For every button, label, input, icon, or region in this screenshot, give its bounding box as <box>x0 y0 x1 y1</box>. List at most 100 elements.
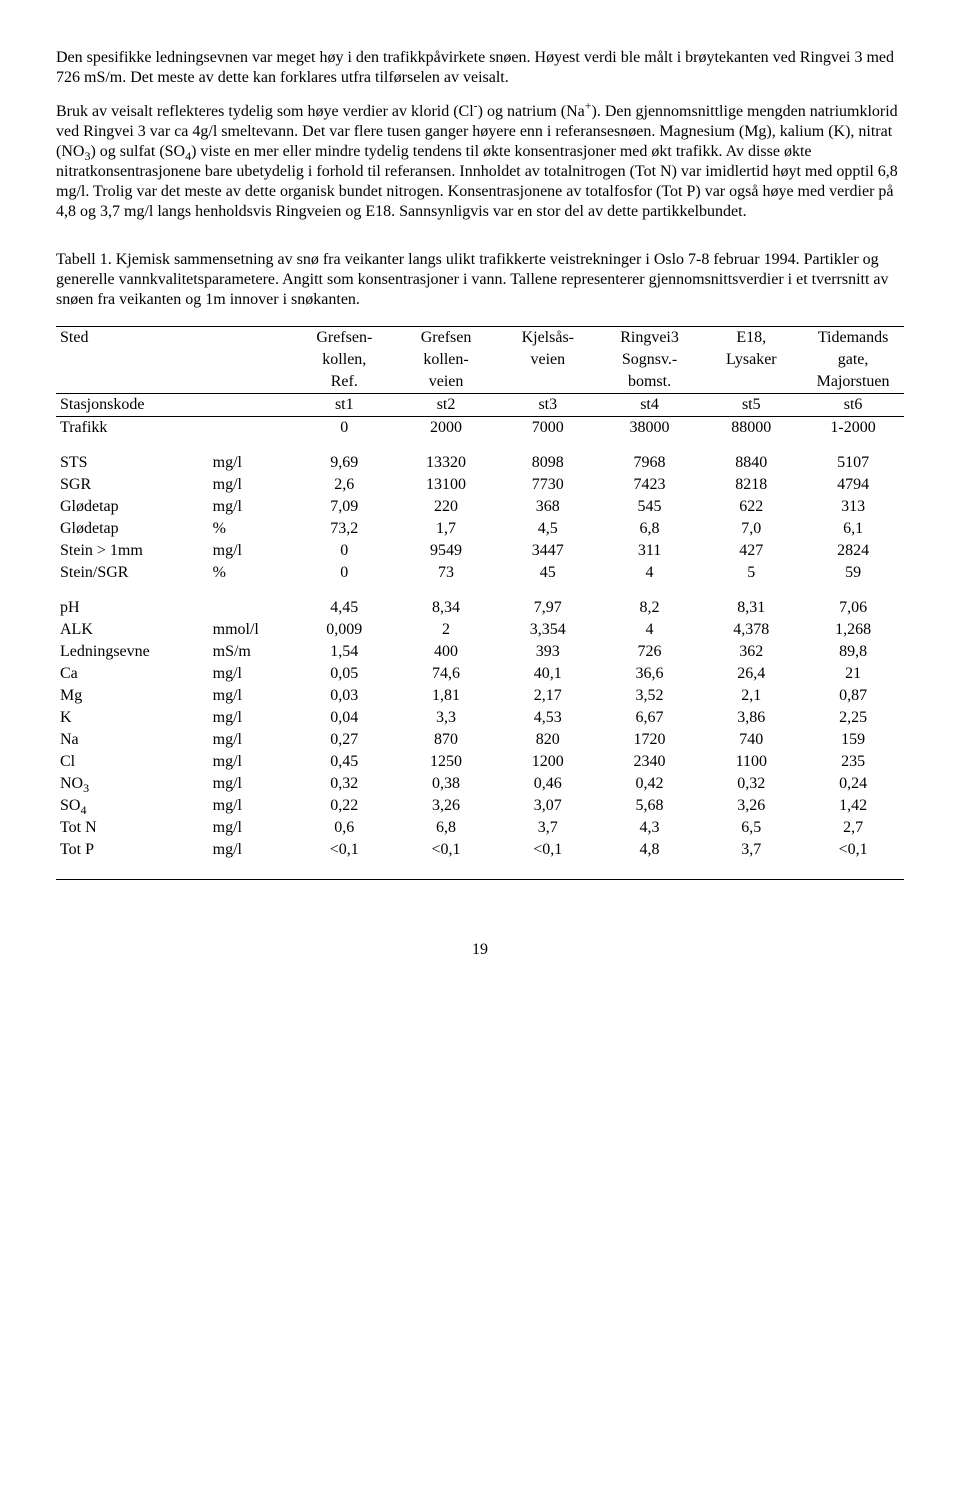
table-cell: 6,1 <box>802 518 904 540</box>
table-cell: 5107 <box>802 439 904 474</box>
table-cell: st5 <box>700 394 802 416</box>
table-cell: 400 <box>395 641 497 663</box>
table-cell: 2,7 <box>802 817 904 839</box>
table-cell: 368 <box>497 496 599 518</box>
table-cell: SGR <box>56 474 209 496</box>
table-cell: 21 <box>802 663 904 685</box>
table-cell: Stein/SGR <box>56 562 209 584</box>
table-cell: 1,42 <box>802 795 904 817</box>
table-cell: 7,06 <box>802 584 904 619</box>
table-cell: 45 <box>497 562 599 584</box>
table-cell: 7,09 <box>293 496 395 518</box>
table-cell: 9549 <box>395 540 497 562</box>
table-cell <box>209 349 294 371</box>
table-cell: 7730 <box>497 474 599 496</box>
table-cell: mg/l <box>209 707 294 729</box>
table-cell: 38000 <box>599 417 701 439</box>
table-cell: 4,378 <box>700 619 802 641</box>
table-cell: 6,67 <box>599 707 701 729</box>
table-cell: Lysaker <box>700 349 802 371</box>
paragraph-1: Den spesifikke ledningsevnen var meget h… <box>56 48 904 88</box>
table-cell: 0,42 <box>599 773 701 795</box>
table-cell: 1,268 <box>802 619 904 641</box>
table-cell: mg/l <box>209 663 294 685</box>
table-cell: 740 <box>700 729 802 751</box>
table-cell: Glødetap <box>56 518 209 540</box>
table-cell: 89,8 <box>802 641 904 663</box>
table-cell: 6,8 <box>599 518 701 540</box>
table-cell: mg/l <box>209 817 294 839</box>
table-cell: 0,27 <box>293 729 395 751</box>
table-cell: 26,4 <box>700 663 802 685</box>
table-cell: mg/l <box>209 773 294 795</box>
table-cell: 1-2000 <box>802 417 904 439</box>
table-cell: mg/l <box>209 439 294 474</box>
table-cell: 0 <box>293 540 395 562</box>
sup-na: + <box>585 99 592 113</box>
table-cell: ALK <box>56 619 209 641</box>
table-cell: Tidemands <box>802 327 904 349</box>
table-cell: 427 <box>700 540 802 562</box>
table-cell: 3,7 <box>497 817 599 839</box>
table-cell: mg/l <box>209 795 294 817</box>
table-cell: E18, <box>700 327 802 349</box>
table-cell: Stein > 1mm <box>56 540 209 562</box>
table-cell: 2,6 <box>293 474 395 496</box>
table-cell: % <box>209 562 294 584</box>
table-cell <box>700 371 802 393</box>
table-cell: st1 <box>293 394 395 416</box>
table-cell: 235 <box>802 751 904 773</box>
table-cell: 1,54 <box>293 641 395 663</box>
table-cell: 313 <box>802 496 904 518</box>
table-cell: Majorstuen <box>802 371 904 393</box>
table-cell: mg/l <box>209 839 294 861</box>
table-cell: 4 <box>599 619 701 641</box>
table-cell: 159 <box>802 729 904 751</box>
table-cell: 8,34 <box>395 584 497 619</box>
table-cell: 2 <box>395 619 497 641</box>
table-cell <box>497 371 599 393</box>
table-cell: mg/l <box>209 751 294 773</box>
table-cell: mmol/l <box>209 619 294 641</box>
table-cell: 5,68 <box>599 795 701 817</box>
table-cell: Ringvei3 <box>599 327 701 349</box>
table-cell: 13100 <box>395 474 497 496</box>
table-cell: 0,32 <box>700 773 802 795</box>
table-cell: Cl <box>56 751 209 773</box>
table-cell: 393 <box>497 641 599 663</box>
table-cell: 3,354 <box>497 619 599 641</box>
table-cell: 4794 <box>802 474 904 496</box>
table-cell: mg/l <box>209 474 294 496</box>
table-cell: kollen, <box>293 349 395 371</box>
table-cell: 7,0 <box>700 518 802 540</box>
table-cell: Grefsen- <box>293 327 395 349</box>
table-cell: 0,87 <box>802 685 904 707</box>
table-cell: <0,1 <box>497 839 599 861</box>
table-cell: 8840 <box>700 439 802 474</box>
table-cell: STS <box>56 439 209 474</box>
table-cell: 7968 <box>599 439 701 474</box>
table-cell: 2824 <box>802 540 904 562</box>
table-cell <box>56 349 209 371</box>
table-cell: Grefsen <box>395 327 497 349</box>
table-cell: 88000 <box>700 417 802 439</box>
table-cell: 13320 <box>395 439 497 474</box>
table-cell: 311 <box>599 540 701 562</box>
table-cell: 2,25 <box>802 707 904 729</box>
table-cell: 6,5 <box>700 817 802 839</box>
table-cell: 2000 <box>395 417 497 439</box>
table-cell: Tot P <box>56 839 209 861</box>
table-cell: 2340 <box>599 751 701 773</box>
table-cell: st3 <box>497 394 599 416</box>
table-cell: 545 <box>599 496 701 518</box>
table-cell: Mg <box>56 685 209 707</box>
table-cell: 73,2 <box>293 518 395 540</box>
table-cell: 0,22 <box>293 795 395 817</box>
table-cell: 820 <box>497 729 599 751</box>
table-cell: 59 <box>802 562 904 584</box>
data-table: StedGrefsen-GrefsenKjelsås-Ringvei3E18,T… <box>56 327 904 861</box>
table-cell: 362 <box>700 641 802 663</box>
table-cell: 3,86 <box>700 707 802 729</box>
table-cell: Sted <box>56 327 209 349</box>
table-cell: 0,6 <box>293 817 395 839</box>
